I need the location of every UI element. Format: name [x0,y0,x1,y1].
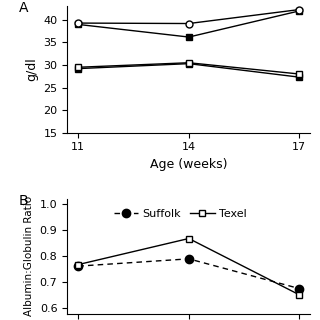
Legend: Suffolk, Texel: Suffolk, Texel [109,204,251,223]
Text: A: A [19,1,28,15]
Y-axis label: Albumin:Globulin Ratio: Albumin:Globulin Ratio [24,196,34,316]
Y-axis label: g/dl: g/dl [25,58,38,81]
X-axis label: Age (weeks): Age (weeks) [150,158,228,171]
Text: B: B [19,194,28,208]
